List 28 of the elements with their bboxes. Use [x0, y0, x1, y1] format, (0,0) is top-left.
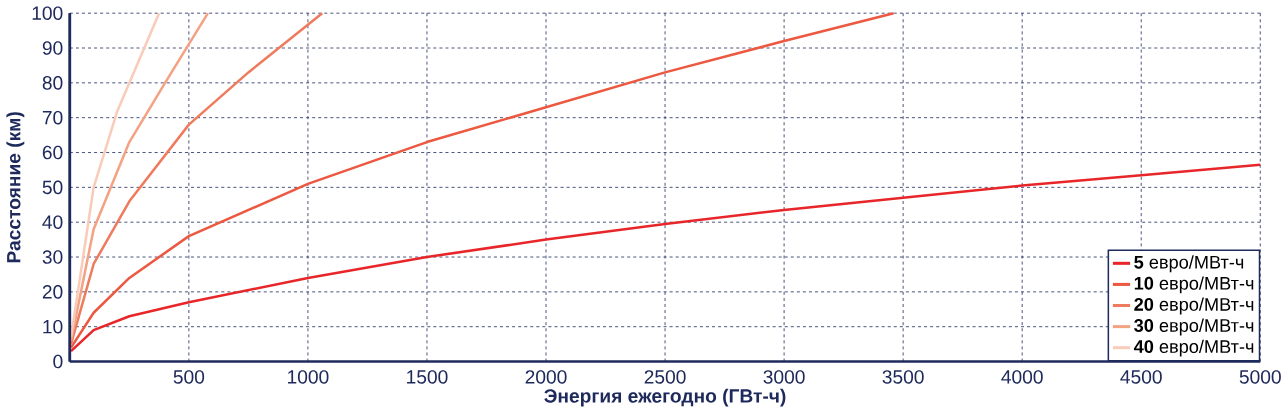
x-tick-label: 2500	[644, 370, 686, 384]
y-tick-label: 30	[42, 250, 63, 264]
legend-label: 30 евро/МВт-ч	[1134, 318, 1254, 336]
x-tick-label: 2000	[525, 370, 567, 384]
x-tick-label: 500	[173, 370, 205, 384]
x-tick-label: 3500	[882, 370, 924, 384]
y-tick-label: 70	[42, 110, 63, 125]
x-tick-label: 1500	[407, 370, 448, 384]
y-tick-label: 0	[53, 354, 63, 369]
x-axis-title: Энергия ежегодно (ГВт-ч)	[544, 388, 786, 407]
y-tick-label: 60	[42, 145, 63, 160]
legend-label: 10 евро/МВт-ч	[1134, 276, 1254, 294]
x-tick-label: 5000	[1239, 370, 1281, 384]
y-tick-label: 10	[43, 319, 63, 334]
x-tick-label: 4500	[1120, 370, 1162, 384]
y-tick-label: 40	[42, 215, 63, 230]
y-tick-label: 90	[42, 41, 63, 55]
y-tick-label: 50	[42, 180, 63, 195]
x-tick-label: 1000	[288, 370, 329, 384]
legend-label: 20 евро/МВт-ч	[1134, 297, 1254, 315]
y-tick-label: 100	[32, 6, 63, 20]
y-tick-label: 20	[42, 285, 63, 299]
y-tick-label: 80	[42, 76, 63, 90]
legend-label: 5 евро/МВт-ч	[1134, 255, 1244, 273]
x-tick-label: 3000	[763, 370, 805, 384]
y-axis-title: Расстояние (км)	[6, 112, 25, 263]
legend-label: 40 евро/МВт-ч	[1133, 339, 1254, 357]
x-tick-label: 4000	[1001, 370, 1043, 384]
